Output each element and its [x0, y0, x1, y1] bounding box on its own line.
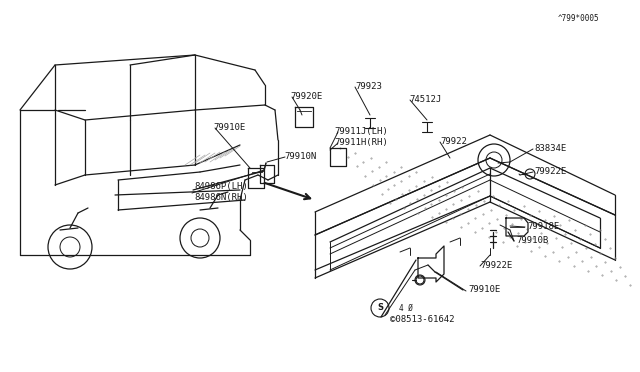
Text: 74512J: 74512J — [409, 94, 441, 103]
Text: 83834E: 83834E — [534, 144, 566, 153]
Text: 79911J(LH): 79911J(LH) — [334, 126, 388, 135]
Text: 84986P(LH): 84986P(LH) — [194, 182, 248, 190]
Text: 79923: 79923 — [355, 81, 382, 90]
Text: 84986N(RH): 84986N(RH) — [194, 192, 248, 202]
Text: 4 Ø: 4 Ø — [399, 304, 413, 312]
Text: 79910E: 79910E — [213, 122, 245, 131]
Text: 79922: 79922 — [440, 137, 467, 145]
Text: 79910N: 79910N — [284, 151, 316, 160]
Text: 79918E: 79918E — [527, 221, 559, 231]
Text: 79920E: 79920E — [290, 92, 323, 100]
Text: 79910E: 79910E — [468, 285, 500, 295]
Text: 79922E: 79922E — [480, 260, 512, 269]
Text: ^799*0005: ^799*0005 — [558, 13, 600, 22]
Text: 79910B: 79910B — [516, 235, 548, 244]
Text: 79911H(RH): 79911H(RH) — [334, 138, 388, 147]
Text: ©08513-61642: ©08513-61642 — [390, 315, 454, 324]
Text: 79922E: 79922E — [534, 167, 566, 176]
Text: S: S — [377, 304, 383, 312]
